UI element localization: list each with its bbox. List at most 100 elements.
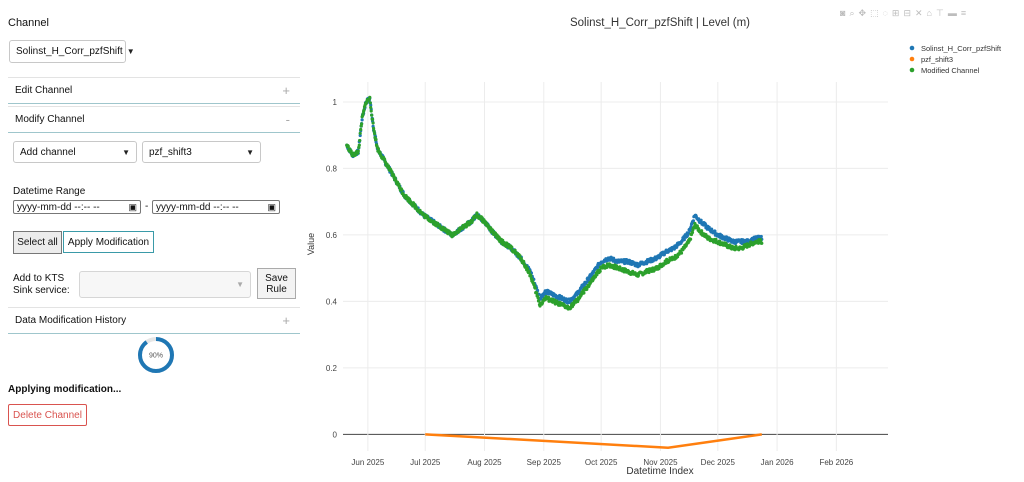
series-Modified Channel (345, 95, 764, 311)
data-point (533, 286, 537, 290)
data-point (358, 131, 362, 135)
data-point (522, 259, 526, 264)
zoom-out-icon[interactable]: ⊟ (903, 8, 911, 18)
x-tick-label: Nov 2025 (643, 458, 678, 467)
legend-label: pzf_shift3 (921, 55, 953, 64)
data-point (537, 299, 541, 303)
data-point (368, 101, 372, 105)
data-point (759, 234, 763, 239)
data-point (690, 230, 695, 234)
reset-axes-icon[interactable]: ⌂ (926, 8, 932, 18)
range-separator: - (145, 201, 149, 212)
legend-item[interactable]: pzf_shift3 (909, 55, 953, 64)
status-text: Applying modification... (8, 384, 122, 395)
data-point (687, 231, 691, 235)
y-tick-label: 1 (333, 98, 338, 107)
data-point (697, 217, 701, 221)
x-tick-label: Aug 2025 (467, 458, 502, 467)
chart-legend[interactable]: Solinst_H_Corr_pzfShift pzf_shift3 Modifie… (909, 44, 1002, 75)
chart-axes: 0 0.2 0.4 0.6 0.8 1 Jun 2025 Jul 2025 Aug 2025 Se… (326, 98, 854, 467)
data-point (356, 149, 360, 153)
data-point (370, 113, 374, 117)
add-channel-select[interactable]: Add channel ▼ (13, 141, 137, 163)
legend-label: Modified Channel (921, 66, 980, 75)
data-point (471, 218, 475, 222)
calendar-icon[interactable]: ▣ (128, 201, 137, 212)
x-axis-title: Datetime Index (626, 466, 693, 477)
data-point (349, 149, 353, 153)
legend-item[interactable]: Solinst_H_Corr_pzfShift (909, 44, 1002, 53)
save-rule-button[interactable]: Save Rule (257, 268, 296, 299)
data-point (359, 127, 363, 132)
progress-ring: 90% (138, 337, 174, 373)
calendar-icon[interactable]: ▣ (267, 201, 276, 212)
history-title: Data Modification History (15, 315, 127, 326)
select-all-button[interactable]: Select all (13, 231, 62, 254)
history-section[interactable]: Data Modification History + (8, 307, 300, 333)
legend-marker (909, 45, 915, 51)
data-point (582, 291, 586, 295)
y-tick-label: 0.8 (326, 164, 338, 173)
series-line (425, 433, 762, 449)
data-point (689, 225, 693, 229)
chart-modebar: ◙ ⌕ ✥ ⬚ ◌ ⊞ ⊟ ✕ ⌂ ⊤ ▬ ≡ (836, 8, 966, 19)
data-point (710, 227, 714, 231)
chart-title: Solinst_H_Corr_pzfShift | Level (m) (570, 17, 750, 29)
progress-label: 90% (149, 353, 163, 360)
hover-closest-icon[interactable]: ▬ (947, 8, 957, 18)
target-channel-select-value: pzf_shift3 (149, 146, 192, 158)
data-point (592, 270, 596, 274)
camera-icon[interactable]: ◙ (840, 8, 846, 18)
save-rule-label-line2: Rule (266, 283, 287, 295)
zoom-in-icon[interactable]: ⊞ (891, 8, 900, 18)
x-tick-label: Oct 2025 (585, 458, 618, 467)
target-channel-select[interactable]: pzf_shift3 ▼ (142, 141, 261, 163)
chart[interactable]: Solinst_H_Corr_pzfShift | Level (m) 0 0.2… (305, 0, 1024, 482)
y-tick-label: 0 (333, 430, 338, 439)
data-point (360, 122, 364, 126)
apply-modification-button[interactable]: Apply Modification (63, 231, 154, 253)
expand-plus-icon[interactable]: + (282, 313, 290, 328)
data-point (374, 137, 378, 142)
data-point (518, 254, 522, 258)
legend-item[interactable]: Modified Channel (909, 66, 980, 75)
lasso-icon[interactable]: ◌ (882, 8, 888, 18)
data-point (587, 277, 591, 281)
data-point (369, 109, 373, 113)
edit-channel-section[interactable]: Edit Channel + (8, 77, 300, 103)
data-point (373, 132, 377, 136)
data-point (372, 126, 376, 130)
hover-compare-icon[interactable]: ≡ (960, 8, 967, 18)
autoscale-icon[interactable]: ✕ (915, 8, 923, 18)
data-point (426, 215, 430, 219)
end-datetime-input[interactable]: yyyy-mm-dd --:-- -- ▣ (152, 200, 280, 214)
collapse-minus-icon[interactable]: - (285, 112, 290, 127)
x-tick-label: Dec 2025 (701, 458, 736, 467)
y-axis-title: Value (306, 233, 316, 255)
data-point (525, 267, 530, 271)
chevron-down-icon: ▼ (246, 147, 254, 157)
data-point (357, 143, 361, 147)
data-point (631, 269, 635, 273)
spike-lines-icon[interactable]: ⊤ (935, 8, 944, 18)
modify-channel-section[interactable]: Modify Channel - (8, 106, 300, 132)
data-point (539, 297, 543, 301)
data-point (346, 144, 350, 148)
data-point (529, 274, 533, 278)
data-point (530, 278, 534, 282)
box-select-icon[interactable]: ⬚ (870, 8, 879, 18)
x-tick-label: Sep 2025 (527, 458, 562, 467)
channel-select[interactable]: Solinst_H_Corr_pzfShift ▼ (9, 40, 135, 63)
y-tick-label: 0.6 (326, 231, 338, 240)
zoom-icon[interactable]: ⌕ (849, 8, 855, 18)
end-datetime-placeholder: yyyy-mm-dd --:-- -- (156, 201, 239, 213)
expand-plus-icon[interactable]: + (282, 83, 290, 98)
data-point (369, 105, 373, 110)
data-point (358, 138, 362, 143)
pan-icon[interactable]: ✥ (858, 8, 867, 18)
kts-sink-select[interactable]: ▼ (79, 271, 251, 298)
data-point (676, 255, 680, 259)
data-point (407, 197, 412, 201)
start-datetime-input[interactable]: yyyy-mm-dd --:-- -- ▣ (13, 200, 141, 214)
delete-channel-button[interactable]: Delete Channel (8, 404, 87, 426)
